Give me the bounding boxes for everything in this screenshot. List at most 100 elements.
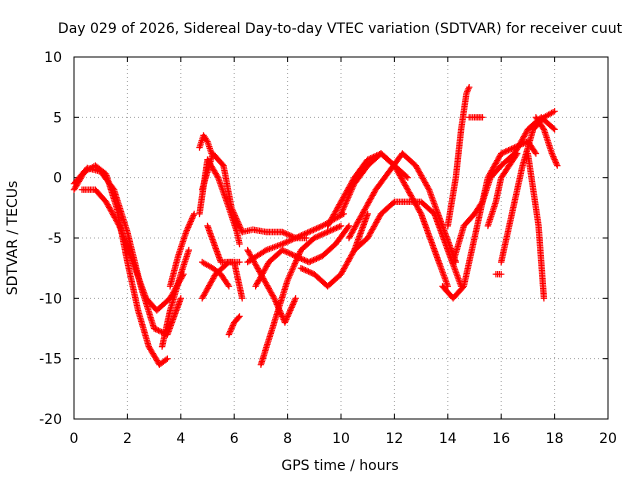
data-point bbox=[359, 210, 366, 218]
data-point-fill bbox=[286, 272, 293, 279]
data-point-fill bbox=[254, 265, 261, 272]
data-point bbox=[305, 228, 313, 236]
data-point-fill bbox=[285, 274, 293, 281]
data-point-fill bbox=[296, 254, 304, 262]
data-point-fill bbox=[261, 247, 268, 255]
data-point-fill bbox=[306, 269, 314, 276]
data-point bbox=[244, 246, 251, 254]
data-point-fill bbox=[253, 263, 261, 271]
data-point bbox=[252, 283, 259, 290]
y-tick-label: -10 bbox=[39, 291, 62, 307]
data-point-fill bbox=[124, 245, 131, 252]
data-point-fill bbox=[300, 266, 308, 273]
data-point bbox=[498, 271, 505, 278]
data-point bbox=[511, 150, 518, 157]
data-point-fill bbox=[393, 166, 400, 174]
data-point-fill bbox=[344, 224, 352, 231]
axis-ticks: 0 2 4 6 8 10 12 14 16 18 20 10 5 0 -5 -10 -15 -20 bbox=[39, 50, 617, 447]
data-point-fill bbox=[339, 206, 347, 213]
y-tick-label: -15 bbox=[39, 352, 62, 368]
data-point-fill bbox=[399, 176, 406, 183]
data-point-fill bbox=[308, 257, 316, 264]
data-point-fill bbox=[153, 326, 161, 333]
data-point-fill bbox=[364, 200, 372, 208]
data-point-fill bbox=[162, 356, 170, 363]
data-point bbox=[185, 246, 192, 254]
data-point-fill bbox=[417, 170, 424, 178]
data-point-fill bbox=[156, 328, 164, 335]
data-point bbox=[177, 295, 184, 302]
data-point-fill bbox=[289, 301, 297, 308]
data-point-fill bbox=[425, 185, 432, 192]
data-point-fill bbox=[282, 317, 289, 325]
data-point-fill bbox=[345, 256, 353, 264]
data-point-fill bbox=[550, 153, 557, 160]
data-point bbox=[463, 90, 470, 97]
data-point-fill bbox=[257, 274, 264, 281]
data-point-fill bbox=[494, 156, 502, 163]
data-point-fill bbox=[321, 230, 328, 237]
data-point-fill bbox=[204, 285, 211, 292]
data-point-fill bbox=[285, 238, 292, 245]
data-point-fill bbox=[478, 199, 485, 207]
data-point-fill bbox=[370, 190, 377, 198]
data-point-fill bbox=[339, 268, 346, 275]
data-point bbox=[292, 252, 299, 260]
data-point bbox=[551, 126, 558, 133]
data-point-fill bbox=[358, 212, 365, 219]
data-point-fill bbox=[288, 304, 295, 311]
data-point-fill bbox=[187, 218, 194, 225]
data-point-fill bbox=[403, 173, 410, 180]
data-point-fill bbox=[298, 255, 305, 262]
data-point-fill bbox=[219, 161, 226, 168]
data-point bbox=[284, 277, 291, 284]
data-point-fill bbox=[459, 284, 466, 291]
x-tick-label: 4 bbox=[176, 431, 185, 447]
data-point bbox=[532, 150, 540, 157]
y-tick-label: 10 bbox=[44, 50, 62, 66]
data-point-fill bbox=[550, 154, 558, 162]
data-point-fill bbox=[286, 232, 293, 239]
y-axis-label: SDTVAR / TECUs bbox=[5, 181, 21, 296]
data-point-fill bbox=[232, 213, 239, 221]
data-point-fill bbox=[229, 323, 236, 331]
data-point-fill bbox=[227, 328, 234, 335]
data-point-fill bbox=[343, 198, 350, 205]
data-point bbox=[236, 258, 243, 266]
data-point-fill bbox=[314, 233, 321, 240]
data-point-fill bbox=[315, 232, 322, 240]
data-point bbox=[324, 228, 331, 236]
data-point bbox=[540, 295, 548, 302]
data-point-fill bbox=[345, 192, 353, 199]
data-point-fill bbox=[311, 256, 319, 263]
data-point-fill bbox=[390, 199, 397, 207]
data-point-fill bbox=[286, 308, 293, 316]
data-point-fill bbox=[329, 214, 336, 221]
data-point-fill bbox=[314, 254, 322, 262]
x-tick-label: 10 bbox=[332, 431, 350, 447]
data-point-fill bbox=[299, 265, 306, 272]
data-point-fill bbox=[307, 258, 314, 265]
data-point-fill bbox=[295, 254, 302, 261]
data-point-fill bbox=[234, 218, 241, 225]
data-point-fill bbox=[320, 230, 327, 238]
data-point bbox=[150, 325, 158, 332]
data-point-fill bbox=[284, 313, 291, 320]
data-point-fill bbox=[231, 210, 238, 218]
data-point-fill bbox=[313, 225, 320, 232]
data-point-fill bbox=[398, 175, 405, 182]
data-point-fill bbox=[552, 157, 559, 165]
data-point-fill bbox=[228, 325, 235, 332]
data-point-fill bbox=[235, 219, 242, 227]
x-tick-label: 6 bbox=[230, 431, 239, 447]
data-point-fill bbox=[290, 299, 297, 307]
data-point-fill bbox=[287, 269, 295, 276]
x-tick-label: 2 bbox=[123, 431, 132, 447]
data-point-fill bbox=[516, 141, 523, 149]
data-point-fill bbox=[552, 159, 560, 166]
data-point-fill bbox=[345, 194, 352, 201]
data-point-fill bbox=[499, 149, 506, 157]
data-point-fill bbox=[521, 131, 528, 139]
data-point bbox=[412, 162, 419, 169]
data-point-fill bbox=[417, 209, 424, 216]
